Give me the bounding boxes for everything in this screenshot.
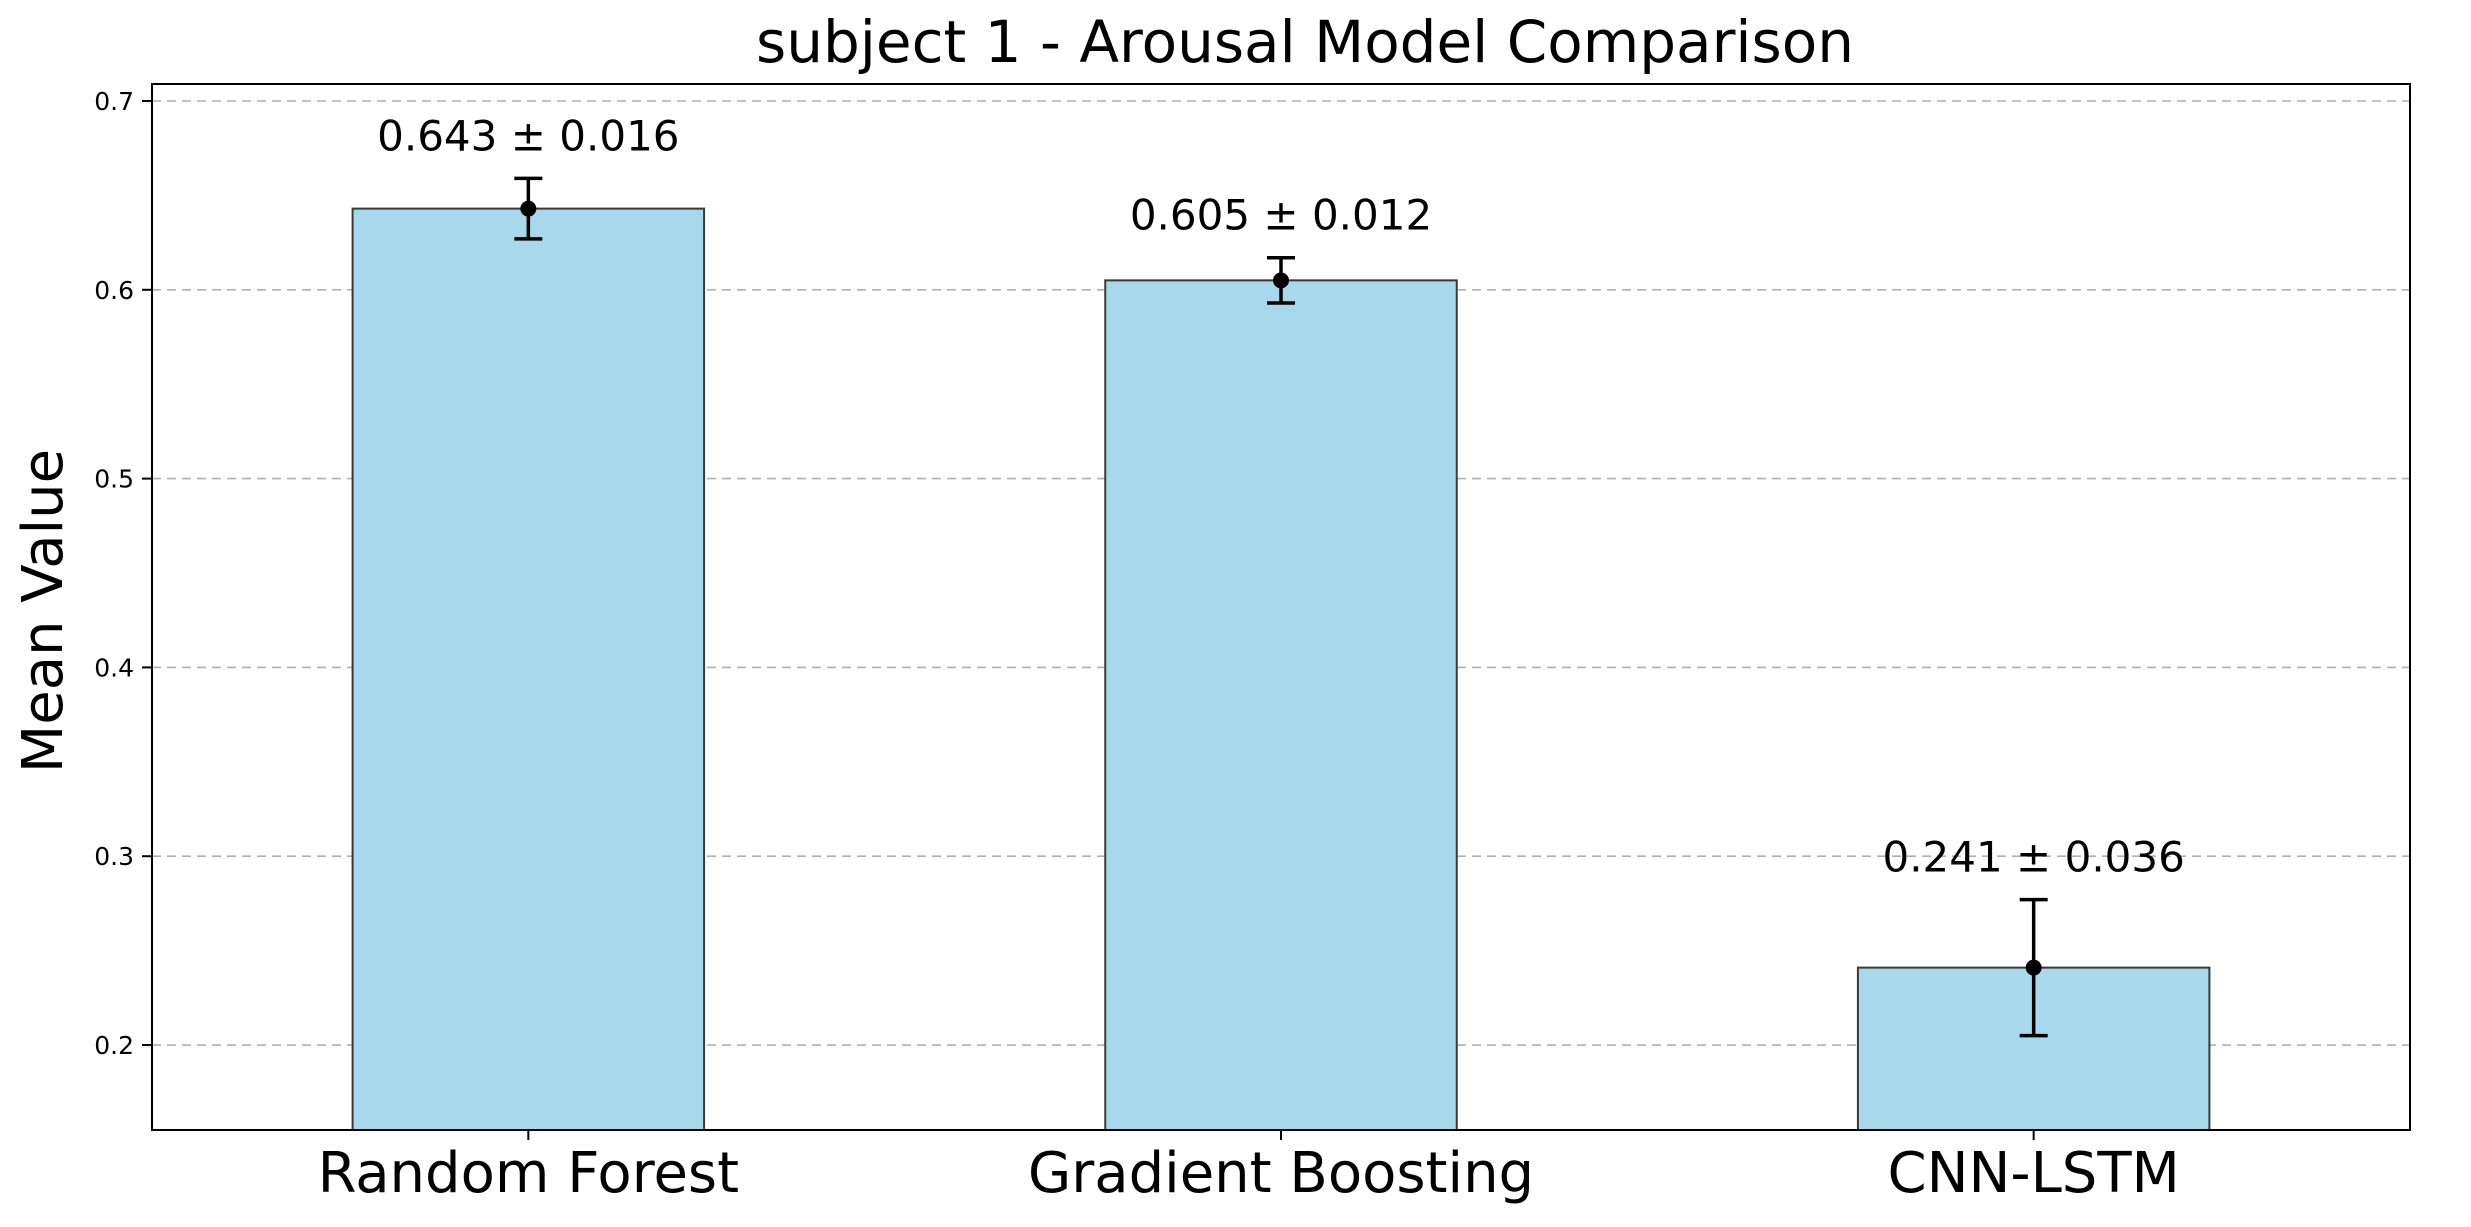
y-axis-label: Mean Value (11, 449, 76, 773)
y-tick-label: 0.5 (94, 465, 134, 494)
data-labels: 0.643 ± 0.016 0.605 ± 0.012 0.241 ± 0.036 (377, 111, 2185, 881)
y-tick-label: 0.3 (94, 842, 134, 871)
bar (351, 207, 706, 1132)
x-tick-label: Random Forest (318, 1141, 740, 1206)
x-tick-label: CNN-LSTM (1887, 1141, 2179, 1206)
y-tick-label: 0.4 (94, 653, 134, 682)
y-axis-ticks: 0.2 0.3 0.4 0.5 0.6 0.7 (94, 87, 152, 1060)
x-tick-label: Gradient Boosting (1028, 1141, 1534, 1206)
plot-frame (151, 83, 2411, 1131)
y-tick-label: 0.2 (94, 1031, 134, 1060)
bar (1104, 279, 1458, 1131)
data-label: 0.241 ± 0.036 (1882, 833, 2184, 882)
y-tick-label: 0.7 (94, 87, 134, 116)
y-tick-label: 0.6 (94, 276, 134, 305)
bars (351, 207, 2211, 1132)
error-bars (514, 176, 2048, 1038)
mean-point (1273, 272, 1289, 289)
data-label: 0.605 ± 0.012 (1130, 191, 1432, 240)
chart-title: subject 1 - Arousal Model Comparison (756, 8, 1854, 76)
x-axis-ticks: Random Forest Gradient Boosting CNN-LSTM (318, 1130, 2180, 1206)
mean-point (520, 200, 537, 217)
data-label: 0.643 ± 0.016 (377, 111, 679, 160)
mean-point (2025, 959, 2042, 976)
